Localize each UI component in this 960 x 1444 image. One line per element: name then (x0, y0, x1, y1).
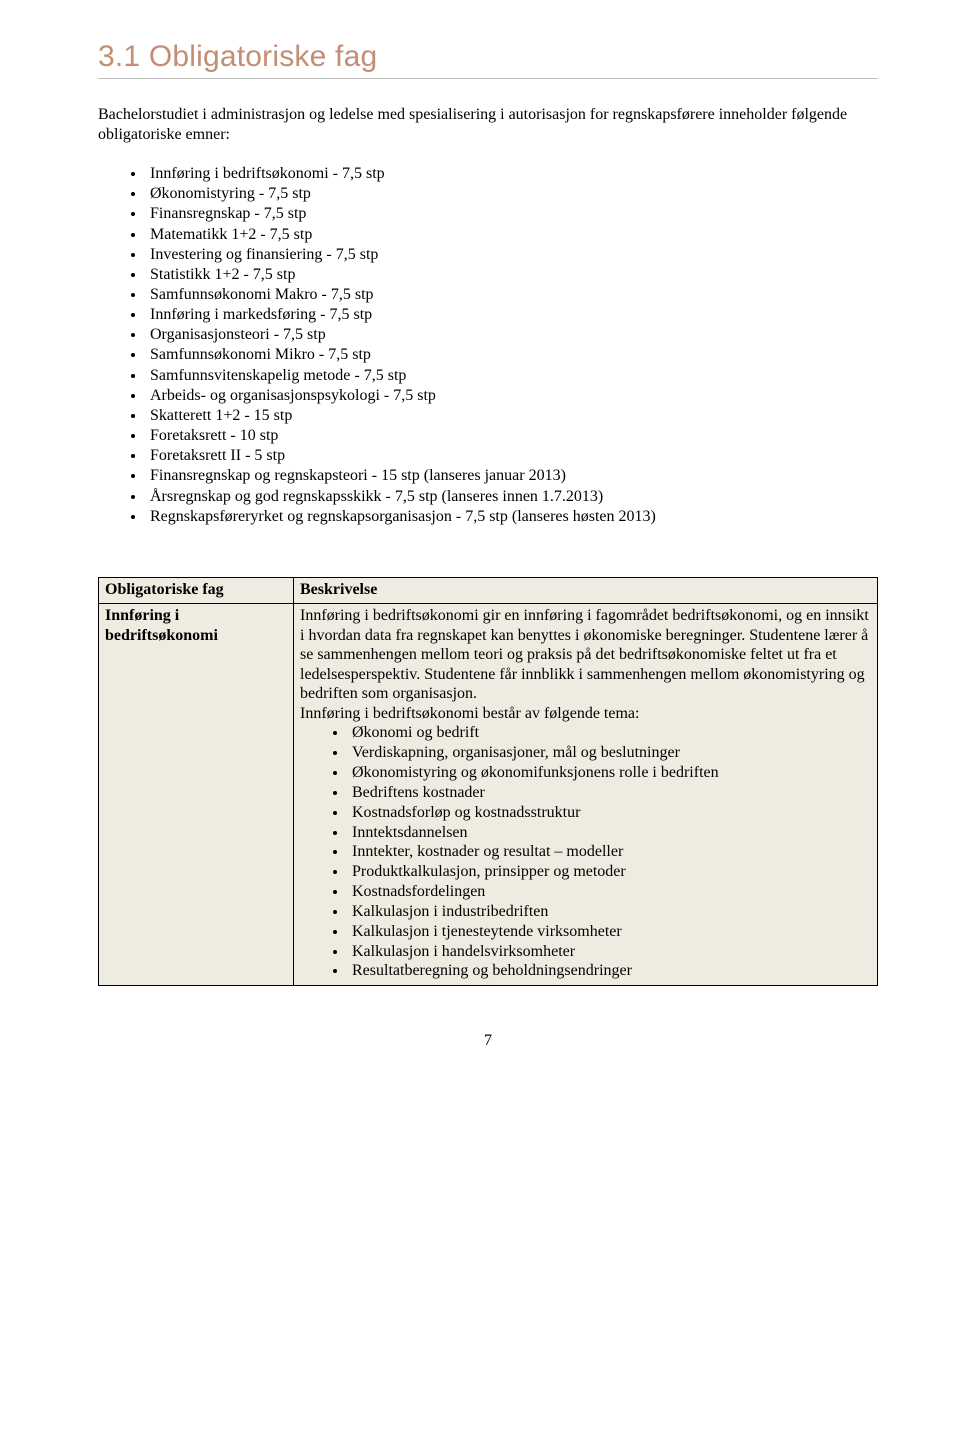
topic-list-item: Økonomi og bedrift (348, 723, 871, 743)
course-list-item: Finansregnskap og regnskapsteori - 15 st… (146, 466, 878, 486)
table-cell-course-name: Innføring i bedriftsøkonomi (99, 604, 294, 986)
course-list-item: Investering og finansiering - 7,5 stp (146, 245, 878, 265)
table-header-right: Beskrivelse (294, 577, 878, 604)
topic-list-item: Resultatberegning og beholdningsendringe… (348, 961, 871, 981)
topic-list-item: Verdiskapning, organisasjoner, mål og be… (348, 743, 871, 763)
course-list-item: Foretaksrett - 10 stp (146, 426, 878, 446)
topic-list-item: Bedriftens kostnader (348, 783, 871, 803)
table-row: Innføring i bedriftsøkonomi Innføring i … (99, 604, 878, 986)
table-header-left: Obligatoriske fag (99, 577, 294, 604)
topic-list-item: Kalkulasjon i handelsvirksomheter (348, 942, 871, 962)
course-list-item: Årsregnskap og god regnskapsskikk - 7,5 … (146, 487, 878, 507)
topic-list-item: Kostnadsforløp og kostnadsstruktur (348, 803, 871, 823)
topic-list-item: Økonomistyring og økonomifunksjonens rol… (348, 763, 871, 783)
course-list-item: Statistikk 1+2 - 7,5 stp (146, 265, 878, 285)
course-list-item: Samfunnsvitenskapelig metode - 7,5 stp (146, 366, 878, 386)
course-list-item: Samfunnsøkonomi Mikro - 7,5 stp (146, 345, 878, 365)
topic-list: Økonomi og bedriftVerdiskapning, organis… (300, 723, 871, 981)
course-list-item: Foretaksrett II - 5 stp (146, 446, 878, 466)
description-lead: Innføring i bedriftsøkonomi består av fø… (300, 704, 871, 724)
course-list-item: Økonomistyring - 7,5 stp (146, 184, 878, 204)
section-heading: 3.1 Obligatoriske fag (98, 40, 878, 74)
course-list-item: Samfunnsøkonomi Makro - 7,5 stp (146, 285, 878, 305)
intro-paragraph: Bachelorstudiet i administrasjon og lede… (98, 105, 878, 144)
course-list-item: Skatterett 1+2 - 15 stp (146, 406, 878, 426)
topic-list-item: Produktkalkulasjon, prinsipper og metode… (348, 862, 871, 882)
topic-list-item: Kalkulasjon i tjenesteytende virksomhete… (348, 922, 871, 942)
course-list: Innføring i bedriftsøkonomi - 7,5 stpØko… (98, 164, 878, 527)
course-list-item: Organisasjonsteori - 7,5 stp (146, 325, 878, 345)
description-paragraph: Innføring i bedriftsøkonomi gir en innfø… (300, 606, 871, 704)
course-list-item: Arbeids- og organisasjonspsykologi - 7,5… (146, 386, 878, 406)
course-list-item: Finansregnskap - 7,5 stp (146, 204, 878, 224)
heading-rule (98, 78, 878, 79)
page-number: 7 (98, 1032, 878, 1050)
course-name-bold: Innføring i bedriftsøkonomi (105, 607, 218, 644)
topic-list-item: Inntekter, kostnader og resultat – model… (348, 842, 871, 862)
topic-list-item: Kalkulasjon i industribedriften (348, 902, 871, 922)
course-list-item: Regnskapsføreryrket og regnskapsorganisa… (146, 507, 878, 527)
table-cell-description: Innføring i bedriftsøkonomi gir en innfø… (294, 604, 878, 986)
description-table: Obligatoriske fag Beskrivelse Innføring … (98, 577, 878, 986)
table-header-row: Obligatoriske fag Beskrivelse (99, 577, 878, 604)
course-list-item: Innføring i markedsføring - 7,5 stp (146, 305, 878, 325)
topic-list-item: Kostnadsfordelingen (348, 882, 871, 902)
course-list-item: Innføring i bedriftsøkonomi - 7,5 stp (146, 164, 878, 184)
course-list-item: Matematikk 1+2 - 7,5 stp (146, 225, 878, 245)
topic-list-item: Inntektsdannelsen (348, 823, 871, 843)
